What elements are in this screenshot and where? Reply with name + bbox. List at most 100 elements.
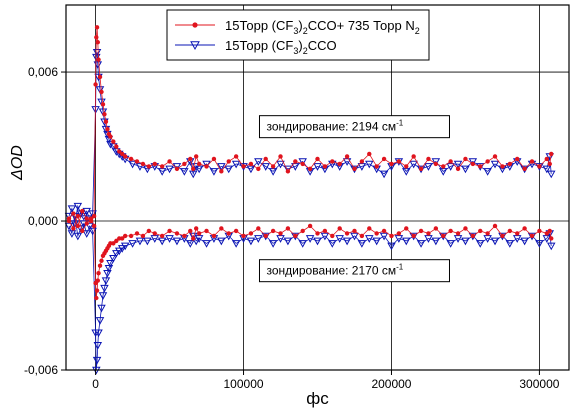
data-point xyxy=(546,242,556,251)
data-point xyxy=(520,237,529,246)
data-point xyxy=(542,235,552,243)
data-point xyxy=(381,156,387,162)
data-point xyxy=(182,233,187,239)
legend-item: 15Торр (CF3)2CCO xyxy=(175,38,337,56)
data-point xyxy=(418,228,424,234)
data-point xyxy=(307,166,313,172)
data-point xyxy=(441,233,446,239)
data-point xyxy=(226,231,231,236)
data-point xyxy=(219,169,224,174)
annotations: зондирование: 2194 см-1 зондирование: 217… xyxy=(258,115,450,283)
data-point xyxy=(404,164,409,169)
data-point xyxy=(389,233,394,239)
data-point xyxy=(320,232,330,241)
data-point xyxy=(71,211,76,216)
data-point xyxy=(416,240,426,248)
annotation-label: зондирование: 2194 см-1 xyxy=(266,119,403,134)
data-point xyxy=(544,156,550,162)
data-point xyxy=(426,231,431,236)
data-point xyxy=(134,159,140,164)
data-point xyxy=(140,233,146,239)
data-point xyxy=(453,160,463,169)
y-tick-label: 0,000 xyxy=(28,214,58,228)
data-point xyxy=(97,74,103,80)
data-point xyxy=(283,237,293,246)
data-point xyxy=(542,165,552,174)
data-point xyxy=(106,140,115,149)
data-point xyxy=(233,228,239,234)
data-point xyxy=(278,154,283,159)
data-point xyxy=(97,304,106,313)
data-point xyxy=(505,240,515,248)
data-point xyxy=(204,164,209,169)
data-point xyxy=(224,165,233,174)
data-point xyxy=(115,247,124,256)
data-point xyxy=(389,161,394,167)
data-point xyxy=(394,235,404,243)
x-axis-title: фс xyxy=(306,389,329,408)
data-point xyxy=(157,168,167,176)
data-point xyxy=(515,156,520,162)
data-point xyxy=(515,231,520,236)
data-point xyxy=(431,237,441,246)
data-point xyxy=(365,235,374,243)
data-point xyxy=(84,216,89,221)
data-point xyxy=(337,226,342,231)
data-point xyxy=(152,231,157,236)
data-point xyxy=(219,226,224,231)
data-point xyxy=(93,82,98,87)
axis-ticks: 0 100000 200000 300000 -0,006 0,000 0,006 xyxy=(24,65,560,391)
annotation-text: зондирование: 2170 см xyxy=(266,264,396,278)
data-point xyxy=(335,235,344,243)
data-point xyxy=(357,240,367,248)
data-point xyxy=(433,226,439,231)
data-point xyxy=(135,237,145,246)
legend-subscript: 2 xyxy=(303,26,308,36)
data-point xyxy=(522,226,527,231)
data-point xyxy=(455,231,461,236)
data-point xyxy=(313,237,322,246)
data-point xyxy=(342,158,352,166)
data-point xyxy=(483,168,492,176)
data-point xyxy=(248,231,254,236)
data-point xyxy=(490,160,500,169)
data-point xyxy=(95,40,101,45)
data-point xyxy=(374,231,379,236)
data-point xyxy=(433,161,439,167)
data-point xyxy=(352,166,357,172)
data-point xyxy=(96,270,101,276)
data-point xyxy=(293,159,298,164)
annotation-superscript: -1 xyxy=(396,119,404,128)
data-point xyxy=(192,22,198,28)
data-point xyxy=(146,164,152,169)
annotation: зондирование: 2194 см-1 xyxy=(258,115,450,139)
legend-item: 15Торр (CF3)2CCO+ 735 Торр N2 xyxy=(175,18,420,36)
legend-subscript: 2 xyxy=(303,46,308,56)
data-point xyxy=(226,159,231,164)
data-point xyxy=(352,228,357,234)
data-point xyxy=(157,237,167,246)
data-point xyxy=(98,292,108,300)
data-point xyxy=(268,168,278,176)
legend-subscript: 2 xyxy=(415,26,420,36)
data-point xyxy=(411,233,416,239)
data-point xyxy=(492,154,498,159)
data-point xyxy=(268,240,278,248)
data-point xyxy=(431,158,441,166)
data-point xyxy=(256,226,261,231)
data-point xyxy=(209,168,219,176)
annotation-box xyxy=(258,115,450,139)
data-point xyxy=(82,207,91,216)
data-point xyxy=(374,164,379,169)
data-point xyxy=(544,231,550,236)
data-point xyxy=(97,263,103,268)
data-point xyxy=(468,158,478,166)
data-point xyxy=(186,240,195,248)
data-point xyxy=(549,151,554,157)
data-point xyxy=(254,158,263,166)
data-point xyxy=(396,231,402,236)
legend-subscript: 3 xyxy=(293,26,298,36)
data-point xyxy=(100,102,106,107)
data-point xyxy=(150,235,160,243)
data-point xyxy=(470,233,476,239)
